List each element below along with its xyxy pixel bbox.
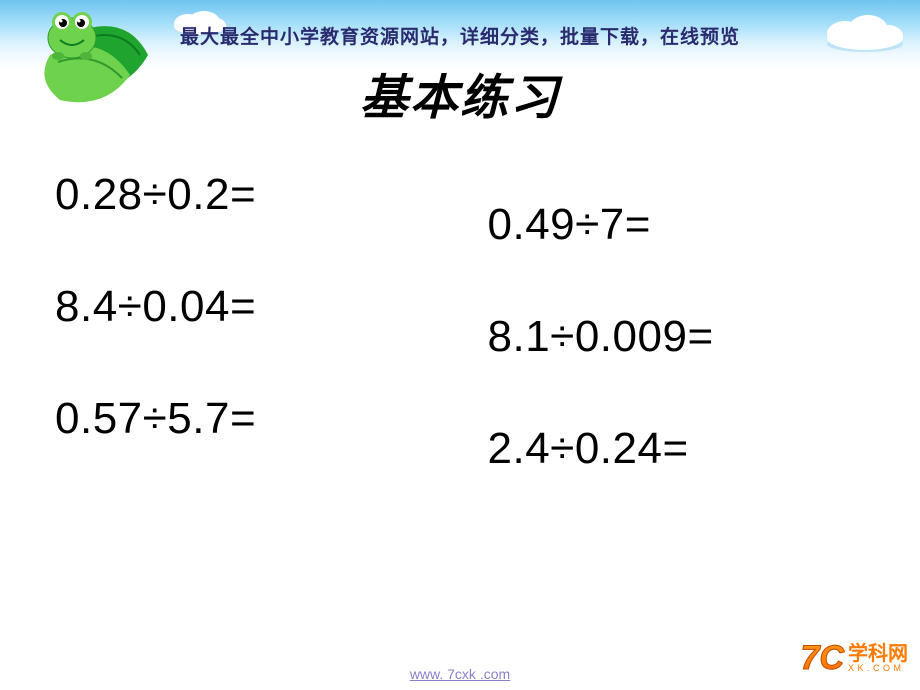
problems-grid: 0.28÷0.2= 8.4÷0.04= 0.57÷5.7= 0.49÷7= 8.… (55, 170, 880, 536)
equals-sign: = (625, 200, 651, 249)
divide-sign: ÷ (143, 170, 168, 219)
divide-sign: ÷ (575, 200, 600, 249)
page-title: 基本练习 (0, 58, 920, 128)
operand-b: 7 (600, 200, 625, 249)
equals-sign: = (230, 282, 256, 331)
site-logo: 7C 学科网 X K . C O M (801, 639, 908, 678)
operand-a: 0.28 (55, 170, 143, 219)
logo-mark: 7C (801, 639, 844, 678)
divide-sign: ÷ (550, 312, 575, 361)
divide-sign: ÷ (550, 424, 575, 473)
equation: 8.4÷0.04= (55, 282, 448, 332)
operand-a: 8.4 (55, 282, 118, 331)
equation: 0.49÷7= (488, 200, 881, 250)
operand-a: 8.1 (488, 312, 551, 361)
operand-b: 0.04 (142, 282, 230, 331)
operand-a: 2.4 (488, 424, 551, 473)
operand-a: 0.57 (55, 394, 143, 443)
logo-cn-bottom: X K . C O M (848, 664, 908, 673)
logo-text-stack: 学科网 X K . C O M (848, 644, 908, 673)
equation: 0.57÷5.7= (55, 394, 448, 444)
problems-col-left: 0.28÷0.2= 8.4÷0.04= 0.57÷5.7= (55, 170, 448, 536)
equation: 2.4÷0.24= (488, 424, 881, 474)
operand-b: 0.2 (167, 170, 230, 219)
equation: 8.1÷0.009= (488, 312, 881, 362)
equals-sign: = (230, 170, 256, 219)
divide-sign: ÷ (118, 282, 143, 331)
divide-sign: ÷ (143, 394, 168, 443)
problems-col-right: 0.49÷7= 8.1÷0.009= 2.4÷0.24= (488, 170, 881, 536)
logo-cn-top: 学科网 (848, 644, 908, 664)
operand-a: 0.49 (488, 200, 576, 249)
operand-b: 0.24 (575, 424, 663, 473)
equals-sign: = (687, 312, 713, 361)
site-subtitle: 最大最全中小学教育资源网站，详细分类，批量下载，在线预览 (0, 22, 920, 49)
equation: 0.28÷0.2= (55, 170, 448, 220)
operand-b: 0.009 (575, 312, 688, 361)
equals-sign: = (230, 394, 256, 443)
footer-url: www. 7cxk .com (0, 666, 920, 682)
equals-sign: = (662, 424, 688, 473)
operand-b: 5.7 (167, 394, 230, 443)
